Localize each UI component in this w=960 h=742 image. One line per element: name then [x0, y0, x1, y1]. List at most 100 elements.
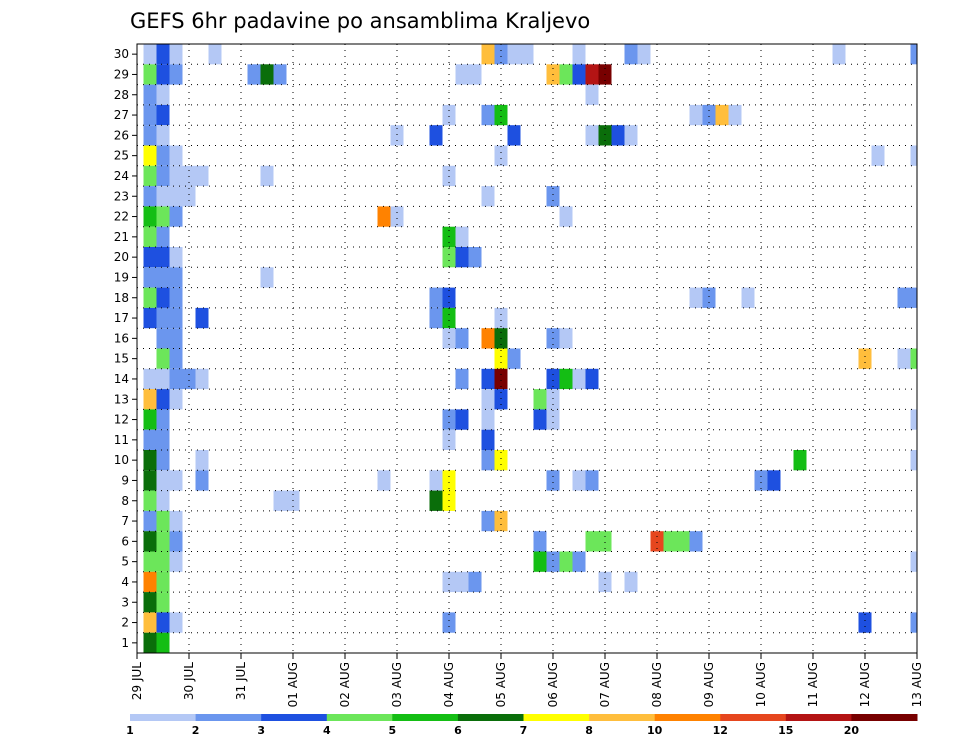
heatmap-cell — [481, 389, 495, 410]
plot-frame — [136, 43, 918, 654]
heatmap-cell — [910, 409, 917, 430]
heatmap-cell — [481, 429, 495, 450]
y-tick-label: 19 — [114, 270, 129, 284]
y-tick-label: 21 — [114, 230, 129, 244]
heatmap-cell — [650, 531, 664, 552]
colorbar-label: 1 — [126, 724, 134, 737]
heatmap-cell — [156, 328, 170, 349]
heatmap-cell — [494, 307, 508, 329]
heatmap-cell — [468, 64, 482, 85]
colorbar-label: 2 — [192, 724, 200, 737]
heatmap-cell — [143, 510, 157, 532]
heatmap-cell — [143, 429, 157, 450]
heatmap-cell — [156, 186, 170, 207]
x-tick-label: 11 AUG — [806, 662, 820, 707]
heatmap-cell — [494, 510, 508, 532]
heatmap-cell — [143, 632, 157, 653]
heatmap-cell — [143, 571, 157, 593]
heatmap-cell — [143, 551, 157, 572]
y-tick-label: 28 — [114, 88, 129, 102]
heatmap-cell — [273, 64, 287, 85]
heatmap-cell — [468, 247, 482, 268]
x-tick-label: 29 JUL — [130, 662, 144, 700]
heatmap-cell — [182, 186, 196, 207]
heatmap-cell — [143, 165, 157, 187]
y-tick-label: 16 — [114, 331, 129, 345]
x-tick-label: 09 AUG — [702, 662, 716, 707]
heatmap-cell — [156, 470, 170, 491]
heatmap-cell — [156, 632, 170, 653]
heatmap-cell — [741, 287, 755, 308]
y-tick-label: 12 — [114, 413, 129, 427]
y-axis-ticks: 1234567891011121314151617181920212223242… — [114, 47, 137, 650]
heatmap-cell — [585, 84, 599, 105]
y-tick-label: 9 — [121, 473, 129, 487]
heatmap-cell — [546, 368, 560, 390]
heatmap-cell — [624, 44, 638, 65]
heatmap-cell — [169, 612, 183, 633]
heatmap-cell — [442, 612, 456, 633]
heatmap-cell — [910, 612, 917, 633]
colorbar-swatch — [261, 714, 328, 721]
heatmap-cell — [910, 450, 917, 471]
heatmap-cell — [442, 470, 456, 491]
colorbar-label: 20 — [844, 724, 860, 737]
heatmap-cells — [143, 44, 917, 653]
heatmap-cell — [559, 368, 573, 390]
colorbar-label: 10 — [647, 724, 663, 737]
heatmap-cell — [455, 64, 469, 85]
heatmap-cell — [572, 64, 586, 85]
heatmap-cell — [156, 287, 170, 308]
heatmap-cell — [156, 348, 170, 369]
y-tick-label: 1 — [121, 636, 129, 650]
heatmap-cell — [429, 470, 443, 491]
heatmap-cell — [143, 44, 157, 65]
heatmap-cell — [585, 64, 599, 85]
chart-title: GEFS 6hr padavine po ansamblima Kraljevo — [130, 9, 590, 33]
heatmap-cell — [156, 368, 170, 390]
heatmap-cell — [169, 368, 183, 390]
heatmap-cell — [910, 551, 917, 572]
y-tick-label: 18 — [114, 291, 129, 305]
heatmap-cell — [156, 267, 170, 288]
heatmap-cell — [195, 307, 209, 329]
heatmap-cell — [143, 64, 157, 85]
heatmap-cell — [481, 104, 495, 126]
heatmap-cell — [572, 470, 586, 491]
heatmap-cell — [143, 490, 157, 511]
colorbar-swatch — [392, 714, 459, 721]
heatmap-cell — [494, 104, 508, 126]
heatmap-cell — [611, 125, 625, 146]
heatmap-cell — [481, 44, 495, 65]
heatmap-cell — [559, 551, 573, 572]
y-tick-label: 7 — [121, 514, 129, 528]
heatmap-cell — [455, 328, 469, 349]
heatmap-cell — [156, 165, 170, 187]
heatmap-cell — [598, 125, 612, 146]
heatmap-cell — [156, 145, 170, 166]
heatmap-cell — [169, 267, 183, 288]
heatmap-cell — [754, 470, 768, 491]
heatmap-cell — [585, 125, 599, 146]
heatmap-cell — [858, 612, 872, 633]
colorbar-label: 4 — [323, 724, 331, 737]
heatmap-cell — [169, 206, 183, 227]
heatmap-cell — [169, 348, 183, 369]
heatmap-cell — [533, 531, 547, 552]
heatmap-cell — [169, 64, 183, 85]
colorbar-swatch — [851, 714, 918, 721]
grid-lines — [137, 44, 917, 653]
heatmap-cell — [429, 490, 443, 511]
heatmap-cell — [546, 551, 560, 572]
heatmap-cell — [156, 490, 170, 511]
colorbar-label: 15 — [778, 724, 793, 737]
heatmap-cell — [143, 531, 157, 552]
y-tick-label: 5 — [121, 555, 129, 569]
heatmap-cell — [169, 287, 183, 308]
heatmap-cell — [156, 64, 170, 85]
heatmap-cell — [494, 389, 508, 410]
heatmap-cell — [156, 429, 170, 450]
x-tick-label: 10 AUG — [754, 662, 768, 707]
heatmap-cell — [156, 389, 170, 410]
heatmap-cell — [156, 510, 170, 532]
